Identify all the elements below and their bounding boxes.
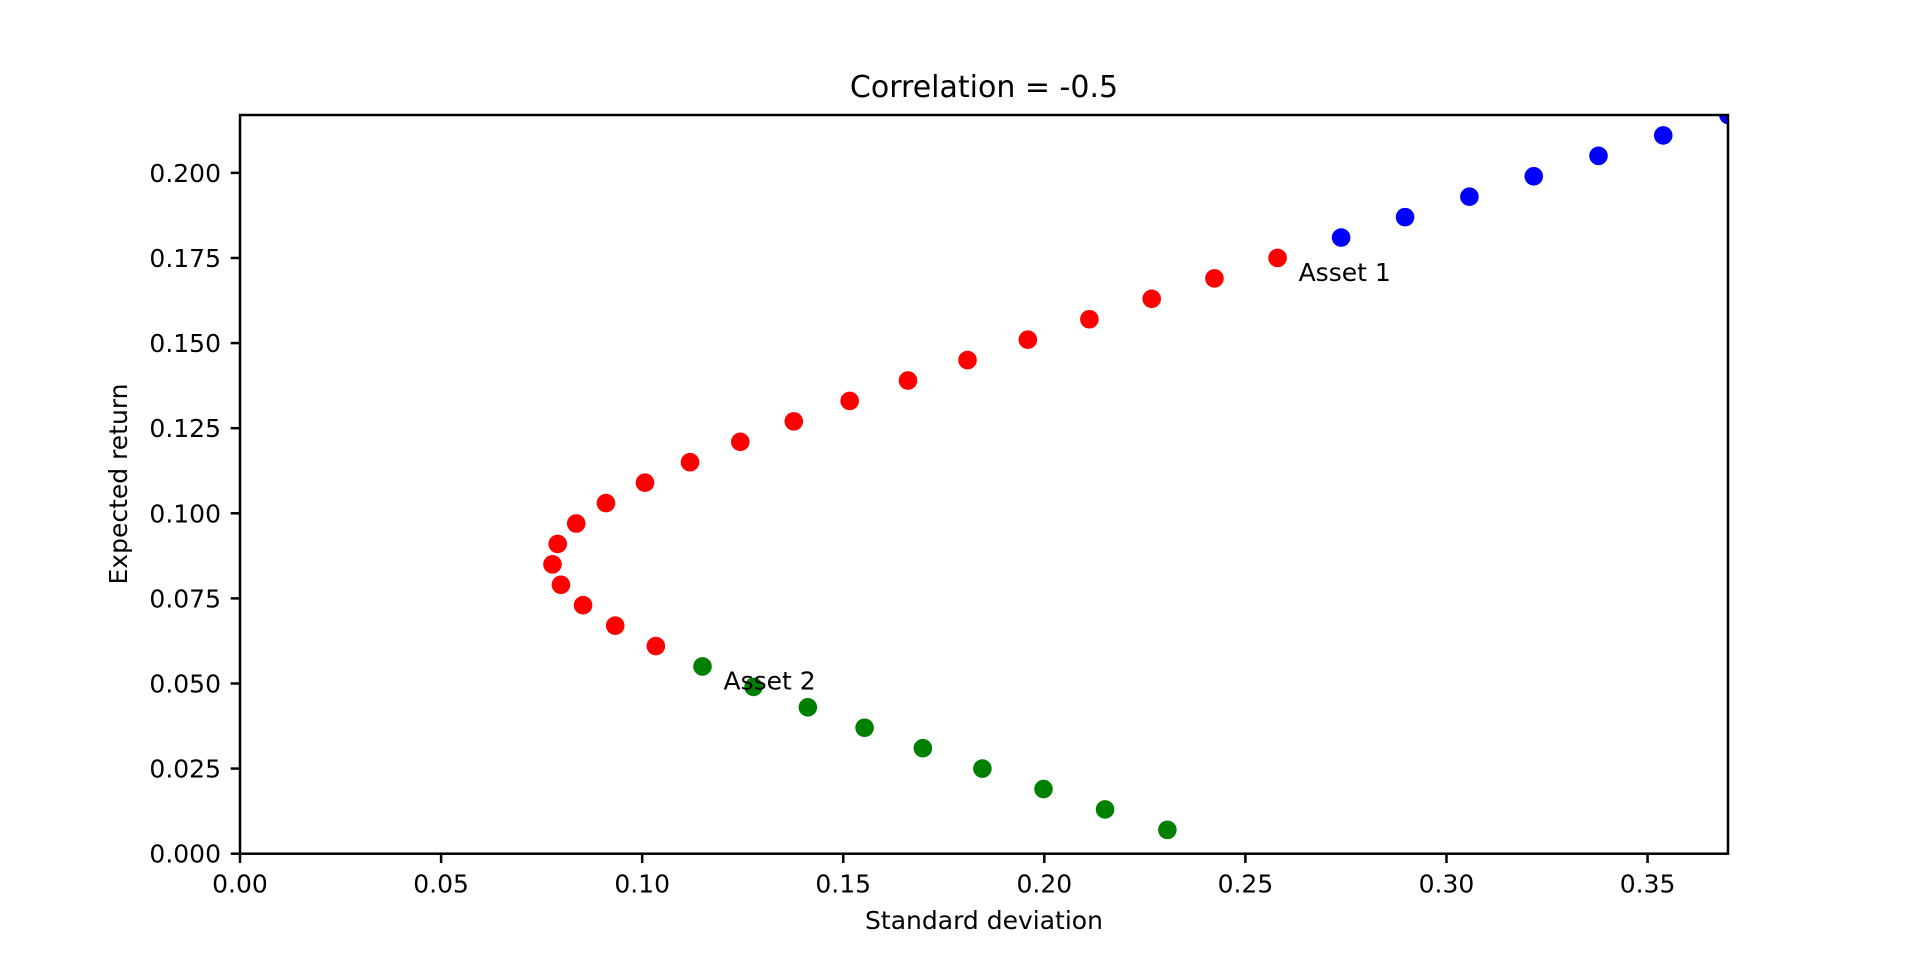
y-tick-label: 0.150: [149, 329, 221, 358]
data-point-long-only-mix: [958, 350, 977, 370]
x-tick-label: 0.00: [212, 870, 268, 899]
chart-title: Correlation = -0.5: [850, 70, 1118, 105]
data-point-long-only-mix: [840, 391, 859, 411]
annotation-label: Asset 1: [1299, 258, 1391, 287]
y-tick-label: 0.100: [149, 499, 221, 528]
data-point-long-only-mix: [551, 575, 571, 595]
data-point-long-only-mix: [1018, 330, 1038, 349]
data-point-leveraged-asset-1: [1589, 146, 1608, 166]
data-point-long-only-mix: [1142, 289, 1162, 309]
x-tick-label: 0.30: [1419, 870, 1475, 899]
data-point-leveraged-asset-2: [1095, 800, 1115, 819]
annotations-layer: Asset 1 Asset 2: [723, 258, 1390, 695]
data-point-long-only-mix: [1080, 309, 1099, 329]
y-tick-label: 0.200: [149, 159, 221, 188]
data-point-long-only-mix: [898, 371, 918, 390]
plot-frame: [238, 113, 1730, 855]
data-point-leveraged-asset-2: [1034, 779, 1053, 799]
data-point-long-only-mix: [543, 555, 562, 574]
data-point-long-only-mix: [784, 412, 804, 431]
y-axis-label: Expected return: [104, 383, 133, 584]
y-tick-label: 0.125: [149, 414, 221, 443]
data-point-leveraged-asset-1: [1719, 115, 1728, 125]
data-point-leveraged-asset-1: [1460, 187, 1479, 206]
data-point-leveraged-asset-2: [798, 698, 818, 717]
y-axis-ticks: 0.000 0.025 0.050 0.075 0.100 0.125 0.150 0.175…: [149, 159, 240, 869]
data-point-leveraged-asset-1: [1524, 166, 1544, 186]
data-point-leveraged-asset-2: [973, 759, 992, 778]
annotation-label: Asset 2: [723, 666, 815, 695]
points-layer: [543, 115, 1728, 840]
x-axis-ticks: 0.00 0.05 0.10 0.15 0.20 0.25 0.30 0.35: [212, 853, 1676, 899]
x-tick-label: 0.35: [1620, 870, 1676, 899]
data-point-leveraged-asset-2: [744, 677, 763, 697]
x-tick-label: 0.15: [815, 870, 871, 899]
y-tick-label: 0.175: [149, 244, 221, 273]
data-point-long-only-mix: [1205, 269, 1224, 288]
x-axis-label: Standard deviation: [865, 906, 1103, 935]
data-point-leveraged-asset-2: [913, 738, 933, 758]
x-tick-label: 0.05: [413, 870, 469, 899]
data-point-leveraged-asset-1: [1331, 228, 1351, 247]
data-point-long-only-mix: [596, 493, 616, 513]
x-tick-label: 0.25: [1218, 870, 1274, 899]
data-point-long-only-mix: [680, 452, 700, 472]
x-tick-label: 0.10: [614, 870, 670, 899]
y-tick-label: 0.075: [149, 584, 221, 613]
data-point-leveraged-asset-1: [1395, 207, 1415, 227]
data-point-leveraged-asset-1: [1653, 126, 1673, 145]
data-point-long-only-mix: [566, 514, 586, 533]
y-tick-label: 0.025: [149, 755, 221, 784]
data-point-leveraged-asset-2: [855, 718, 874, 738]
x-tick-label: 0.20: [1016, 870, 1072, 899]
y-tick-label: 0.050: [149, 669, 221, 698]
data-point-leveraged-asset-2: [693, 657, 712, 676]
data-point-long-only-mix: [605, 616, 625, 635]
data-point-long-only-mix: [730, 432, 750, 452]
data-point-long-only-mix: [573, 595, 593, 615]
y-tick-label: 0.000: [149, 840, 221, 869]
data-point-long-only-mix: [635, 473, 655, 492]
data-point-long-only-mix: [548, 534, 568, 554]
data-point-long-only-mix: [1268, 248, 1287, 268]
data-point-long-only-mix: [646, 636, 666, 656]
data-point-leveraged-asset-2: [1158, 820, 1177, 840]
